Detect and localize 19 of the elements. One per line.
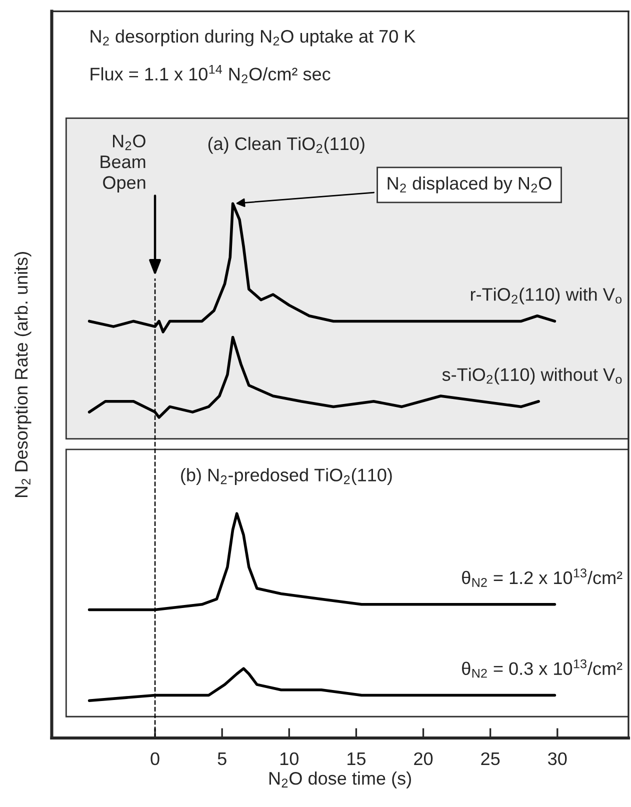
x-tick-label: 0 xyxy=(150,752,160,766)
series-label: r-TiO$_{2}$(110) with V$_{o}$ xyxy=(470,288,622,304)
x-tick-label: 5 xyxy=(218,752,226,766)
chart-title: N$_{2}$ desorption during N$_{2}$O uptake at 70 K xyxy=(90,29,416,46)
ref-line-label: N$_{2}$O Beam Open xyxy=(100,134,146,193)
band-label: (a) Clean TiO$_{2}$(110) xyxy=(208,136,364,154)
annotation: N$_{2}$ displaced by N$_{2}$O xyxy=(388,176,552,194)
x-tick-label: 15 xyxy=(348,752,366,766)
chart-subtitle: Flux = 1.1 x 10$^{14}$ N$_{2}$O/cm² sec xyxy=(90,64,330,84)
x-tick-label: 20 xyxy=(414,752,433,766)
band-label: (b) N$_{2}$-predosed TiO$_{2}$(110) xyxy=(181,468,392,485)
y-axis-title: N$_{2}$ Desorption Rate (arb. units) xyxy=(14,252,32,497)
x-tick-label: 25 xyxy=(481,752,500,766)
series-label: θ$_{N2}$ = 1.2 x 10$^{13}$/cm² xyxy=(462,568,622,587)
x-axis-title: N$_{2}$O dose time (s) xyxy=(269,772,411,788)
x-tick-label: 10 xyxy=(280,752,298,766)
x-tick-label: 30 xyxy=(548,752,567,766)
series-label: θ$_{N2}$ = 0.3 x 10$^{13}$/cm² xyxy=(462,659,622,678)
series-label: s-TiO$_{2}$(110) without V$_{o}$ xyxy=(442,368,622,385)
